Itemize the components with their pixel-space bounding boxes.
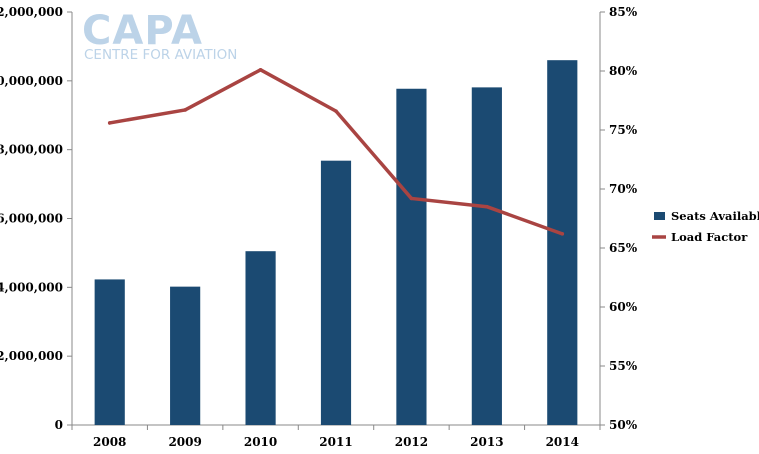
y-left-tick-label: 12,000,000 — [0, 5, 63, 19]
y-right-tick-label: 80% — [609, 64, 638, 78]
x-tick-label: 2013 — [470, 435, 503, 449]
bar — [320, 160, 352, 425]
y-right-tick-label: 50% — [609, 418, 638, 432]
line-point — [334, 109, 338, 113]
y-left-tick-label: 6,000,000 — [0, 212, 63, 226]
bar — [94, 279, 125, 425]
x-tick-label: 2012 — [395, 435, 428, 449]
x-tick-label: 2014 — [546, 435, 579, 449]
x-tick-label: 2011 — [319, 435, 352, 449]
series-seats-available — [94, 60, 578, 425]
legend-label: Seats Available — [671, 209, 759, 223]
line-point — [485, 204, 489, 209]
x-tick-label: 2008 — [93, 435, 126, 449]
x-tick-label: 2010 — [244, 435, 277, 449]
y-right-tick-label: 55% — [609, 359, 638, 373]
y-left-tick-label: 4,000,000 — [0, 280, 63, 294]
y-right-tick-label: 85% — [609, 5, 638, 19]
line-point — [409, 196, 414, 201]
line-point — [183, 108, 187, 112]
y-left-tick-label: 10,000,000 — [0, 74, 63, 88]
y-right-tick-label: 65% — [609, 241, 638, 255]
bar — [547, 60, 578, 425]
logo-subtitle: CENTRE FOR AVIATION — [84, 47, 237, 63]
line-point — [107, 121, 112, 125]
y-right-tick-label: 60% — [609, 300, 638, 314]
y-left-tick-label: 8,000,000 — [0, 143, 63, 157]
y-left-tick-label: 0 — [55, 418, 63, 432]
y-right-tick-label: 70% — [609, 182, 638, 196]
bar — [245, 251, 276, 425]
bar — [396, 88, 427, 425]
line-point — [560, 232, 565, 236]
line-point — [258, 68, 263, 72]
legend: Seats Available Load Factor — [652, 209, 759, 244]
bar — [471, 87, 502, 425]
legend-swatch — [654, 212, 665, 220]
legend-label: Load Factor — [671, 230, 748, 244]
y-right-tick-label: 75% — [609, 123, 638, 137]
x-tick-label: 2009 — [168, 435, 201, 449]
bar — [170, 286, 201, 425]
logo-text: CAPA — [82, 8, 203, 54]
y-left-tick-label: 2,000,000 — [0, 349, 63, 363]
